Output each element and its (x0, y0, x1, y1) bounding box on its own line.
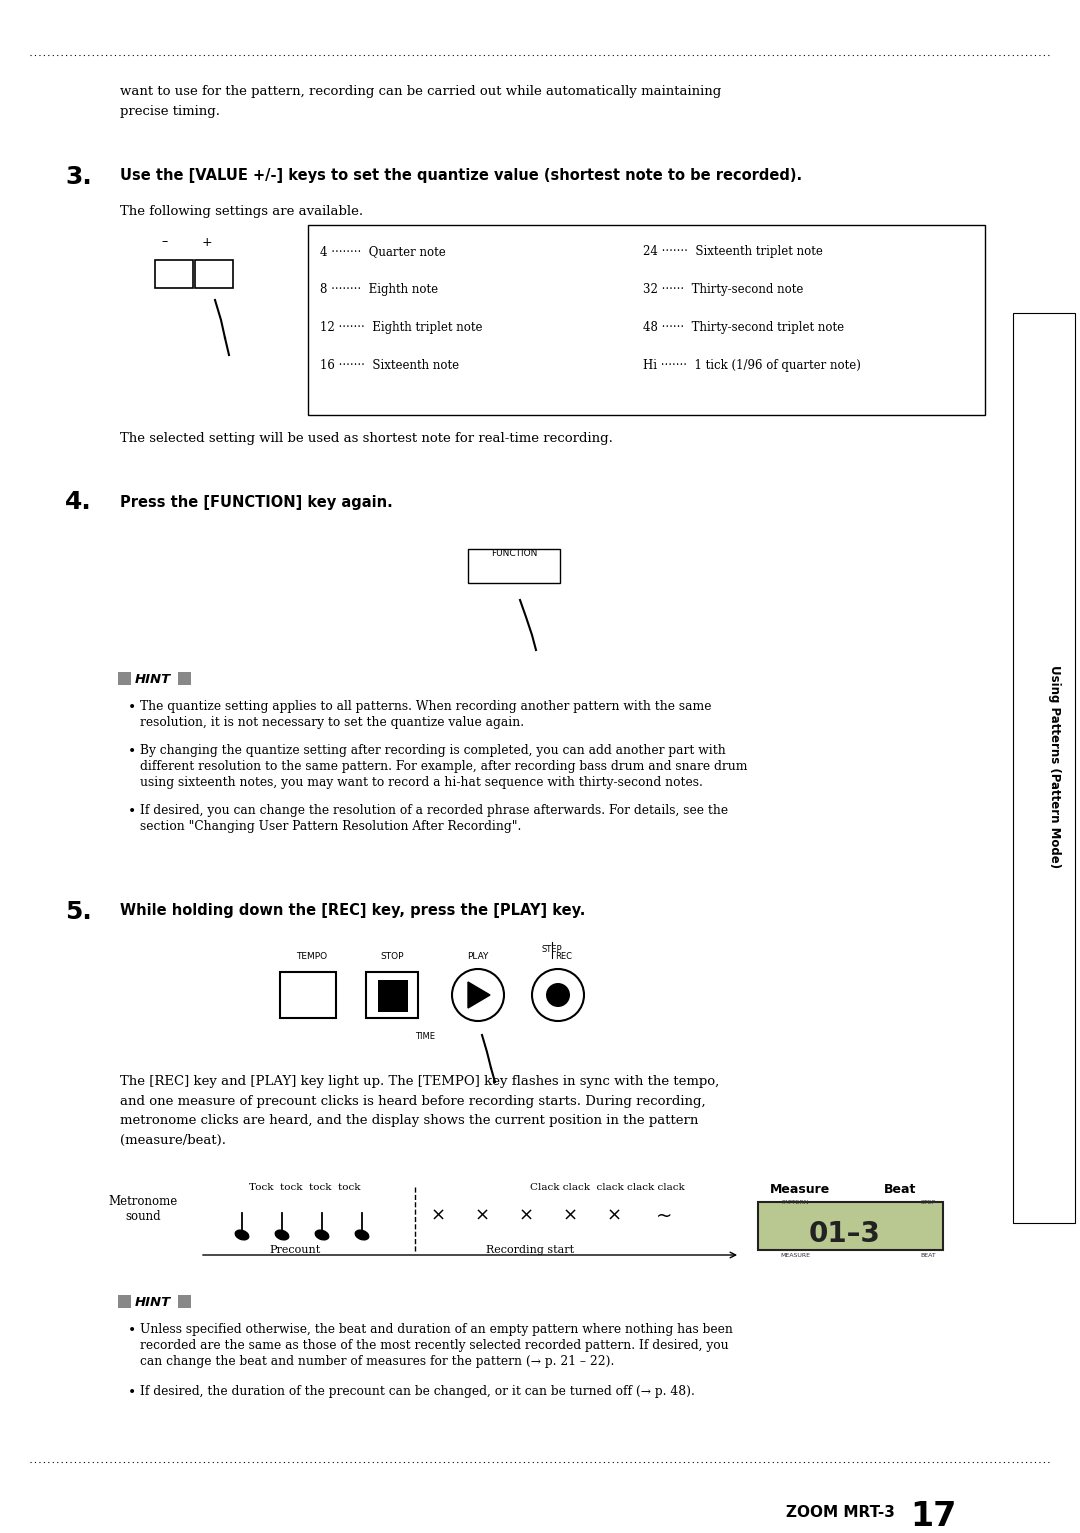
Text: If desired, the duration of the precount can be changed, or it can be turned off: If desired, the duration of the precount… (140, 1384, 694, 1398)
Text: 32 ······  Thirty-second note: 32 ······ Thirty-second note (643, 284, 804, 296)
Text: PATTERN: PATTERN (781, 1200, 809, 1205)
Text: Press the [FUNCTION] key again.: Press the [FUNCTION] key again. (120, 495, 393, 510)
Text: •: • (129, 1384, 136, 1400)
Text: HINT: HINT (135, 673, 171, 685)
Bar (308, 225, 985, 415)
Text: STEP: STEP (542, 944, 563, 954)
Bar (118, 671, 131, 685)
Text: ×: × (431, 1206, 446, 1225)
Text: MEASURE: MEASURE (780, 1252, 810, 1259)
Text: 3.: 3. (65, 166, 92, 189)
Bar (156, 261, 193, 288)
Ellipse shape (315, 1229, 328, 1240)
Text: •: • (129, 701, 136, 714)
Text: recorded are the same as those of the most recently selected recorded pattern. I: recorded are the same as those of the mo… (140, 1338, 729, 1352)
Bar (280, 972, 336, 1018)
Text: –: – (162, 236, 168, 248)
Text: resolution, it is not necessary to set the quantize value again.: resolution, it is not necessary to set t… (140, 716, 524, 730)
Text: Using Patterns (Pattern Mode): Using Patterns (Pattern Mode) (1049, 665, 1062, 869)
Text: REC: REC (555, 952, 572, 961)
Text: ×: × (474, 1206, 489, 1225)
Text: Beat: Beat (883, 1183, 916, 1196)
Text: Precount: Precount (269, 1245, 321, 1256)
Text: ×: × (518, 1206, 534, 1225)
Text: 24 ·······  Sixteenth triplet note: 24 ······· Sixteenth triplet note (643, 245, 823, 258)
Text: If desired, you can change the resolution of a recorded phrase afterwards. For d: If desired, you can change the resolutio… (140, 803, 728, 817)
Text: different resolution to the same pattern. For example, after recording bass drum: different resolution to the same pattern… (140, 760, 747, 773)
Ellipse shape (235, 1229, 248, 1240)
Text: 16 ·······  Sixteenth note: 16 ······· Sixteenth note (320, 359, 459, 373)
Bar (195, 261, 233, 288)
Text: want to use for the pattern, recording can be carried out while automatically ma: want to use for the pattern, recording c… (120, 84, 721, 118)
Circle shape (546, 983, 570, 1007)
Text: Unless specified otherwise, the beat and duration of an empty pattern where noth: Unless specified otherwise, the beat and… (140, 1323, 733, 1335)
Text: ~: ~ (656, 1206, 672, 1226)
Text: 5.: 5. (65, 900, 92, 924)
Polygon shape (468, 983, 490, 1009)
Text: 17: 17 (910, 1499, 957, 1533)
Text: The selected setting will be used as shortest note for real-time recording.: The selected setting will be used as sho… (120, 432, 612, 445)
Text: STOP: STOP (380, 952, 404, 961)
Text: While holding down the [REC] key, press the [PLAY] key.: While holding down the [REC] key, press … (120, 903, 585, 918)
Text: +: + (202, 236, 213, 248)
Bar (178, 1295, 191, 1308)
Text: Metronome
sound: Metronome sound (108, 1196, 177, 1223)
Bar (378, 980, 408, 1012)
Bar (468, 549, 561, 583)
Text: Hi ·······  1 tick (1/96 of quarter note): Hi ······· 1 tick (1/96 of quarter note) (643, 359, 861, 373)
Text: 8 ········  Eighth note: 8 ········ Eighth note (320, 284, 438, 296)
Text: can change the beat and number of measures for the pattern (→ p. 21 – 22).: can change the beat and number of measur… (140, 1355, 615, 1367)
Bar (366, 972, 418, 1018)
Text: The following settings are available.: The following settings are available. (120, 205, 363, 218)
Text: ×: × (607, 1206, 622, 1225)
Text: FUNCTION: FUNCTION (490, 549, 537, 558)
Text: Use the [VALUE +/-] keys to set the quantize value (shortest note to be recorded: Use the [VALUE +/-] keys to set the quan… (120, 169, 802, 182)
Text: HINT: HINT (135, 1295, 171, 1309)
Text: using sixteenth notes, you may want to record a hi-hat sequence with thirty-seco: using sixteenth notes, you may want to r… (140, 776, 703, 789)
Text: Tock  tock  tock  tock: Tock tock tock tock (249, 1183, 361, 1193)
Text: Measure: Measure (770, 1183, 831, 1196)
Text: 48 ······  Thirty-second triplet note: 48 ······ Thirty-second triplet note (643, 320, 845, 334)
Text: BEAT: BEAT (920, 1252, 936, 1259)
Text: STEP: STEP (920, 1200, 935, 1205)
Text: ×: × (563, 1206, 578, 1225)
Text: The quantize setting applies to all patterns. When recording another pattern wit: The quantize setting applies to all patt… (140, 701, 712, 713)
Text: section "Changing User Pattern Resolution After Recording".: section "Changing User Pattern Resolutio… (140, 820, 522, 832)
Bar (118, 1295, 131, 1308)
Text: 12 ·······  Eighth triplet note: 12 ······· Eighth triplet note (320, 320, 483, 334)
Text: 4 ········  Quarter note: 4 ········ Quarter note (320, 245, 446, 258)
Text: •: • (129, 1323, 136, 1337)
Ellipse shape (275, 1229, 288, 1240)
Text: •: • (129, 744, 136, 757)
Bar (758, 1202, 943, 1249)
Text: TEMPO: TEMPO (296, 952, 327, 961)
Text: TIME: TIME (415, 1032, 435, 1041)
Text: 4.: 4. (65, 491, 92, 514)
Bar (178, 671, 191, 685)
Text: •: • (129, 803, 136, 819)
Ellipse shape (355, 1229, 368, 1240)
Text: ZOOM MRT-3: ZOOM MRT-3 (786, 1505, 895, 1521)
Text: By changing the quantize setting after recording is completed, you can add anoth: By changing the quantize setting after r… (140, 744, 726, 757)
Text: Clack clack  clack clack clack: Clack clack clack clack clack (530, 1183, 685, 1193)
Text: The [REC] key and [PLAY] key light up. The [TEMPO] key flashes in sync with the : The [REC] key and [PLAY] key light up. T… (120, 1075, 719, 1147)
Text: 01–3: 01–3 (809, 1220, 881, 1248)
Text: PLAY: PLAY (468, 952, 488, 961)
Text: Recording start: Recording start (486, 1245, 575, 1256)
Bar (1013, 313, 1075, 1223)
